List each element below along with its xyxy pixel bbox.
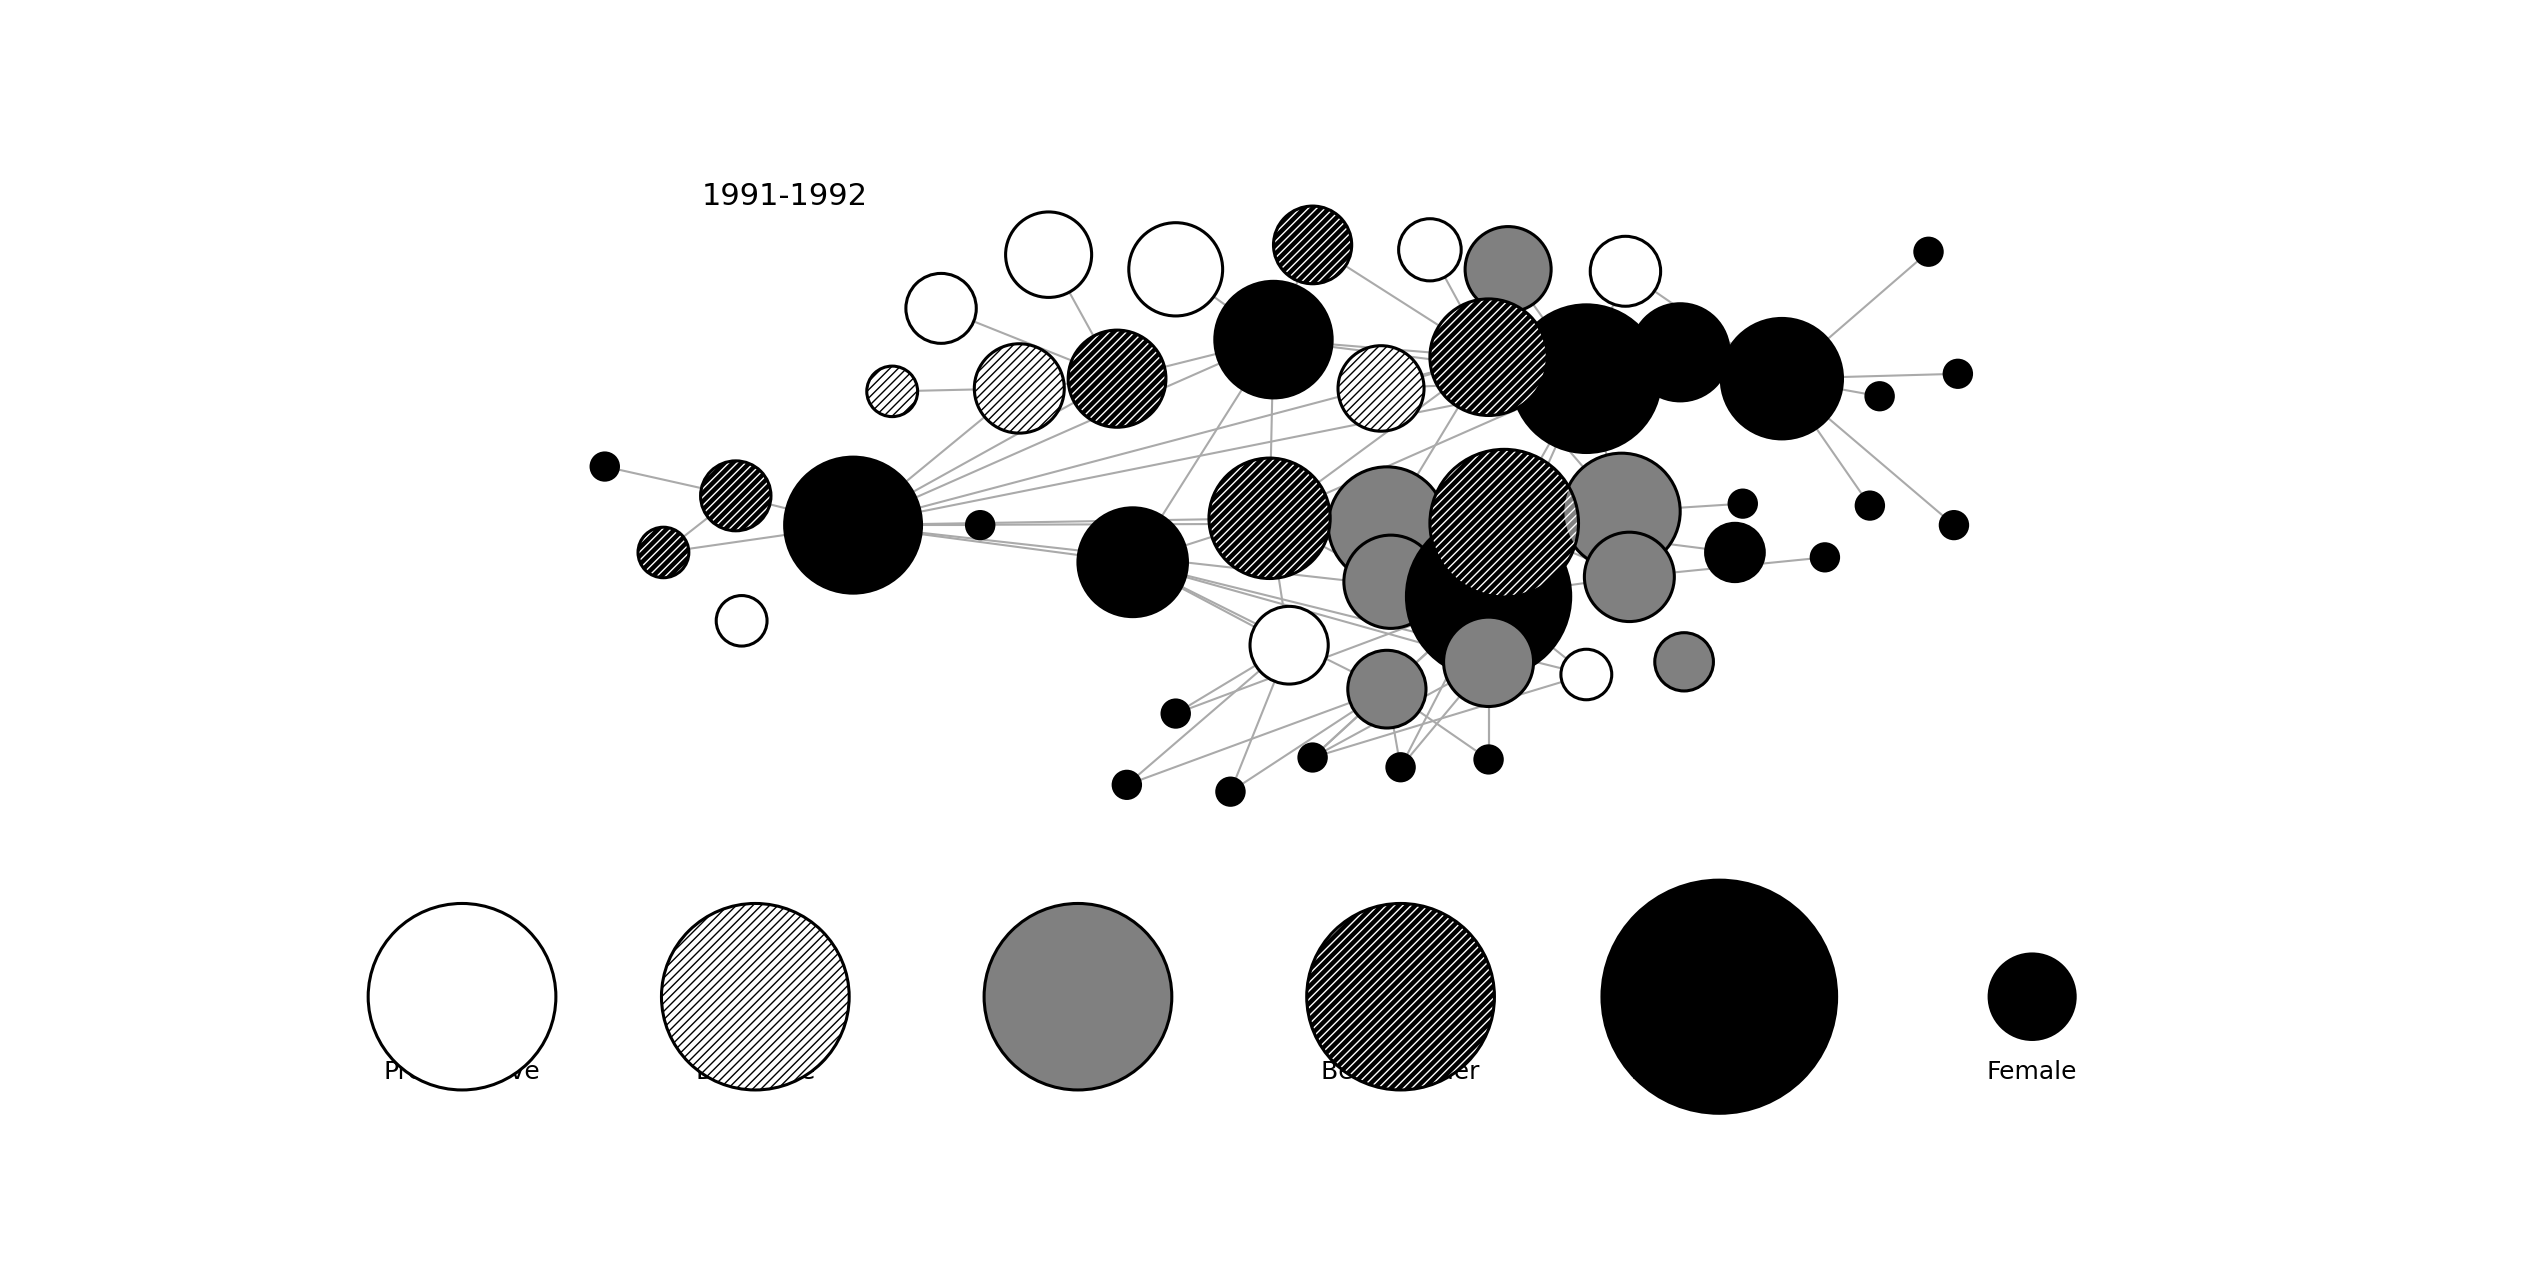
- Ellipse shape: [1163, 700, 1188, 727]
- Ellipse shape: [1589, 236, 1660, 307]
- Text: Female: Female: [1988, 1060, 2076, 1084]
- Ellipse shape: [590, 453, 618, 481]
- Ellipse shape: [1431, 449, 1579, 597]
- Ellipse shape: [1007, 212, 1092, 298]
- Ellipse shape: [1299, 744, 1327, 771]
- Ellipse shape: [1562, 453, 1680, 569]
- Ellipse shape: [661, 904, 850, 1090]
- Ellipse shape: [974, 344, 1065, 434]
- Ellipse shape: [1249, 606, 1327, 683]
- Ellipse shape: [1113, 771, 1140, 799]
- Ellipse shape: [1632, 304, 1728, 401]
- Ellipse shape: [1511, 304, 1660, 453]
- Ellipse shape: [906, 274, 976, 344]
- Ellipse shape: [1602, 880, 1837, 1113]
- Text: 1991-1992: 1991-1992: [701, 181, 868, 210]
- Text: Dancer: Dancer: [1032, 1060, 1123, 1084]
- Ellipse shape: [1337, 346, 1423, 431]
- Ellipse shape: [785, 458, 921, 593]
- Ellipse shape: [1655, 633, 1713, 691]
- Ellipse shape: [1812, 544, 1839, 571]
- Ellipse shape: [1274, 207, 1352, 284]
- Ellipse shape: [966, 511, 994, 539]
- Ellipse shape: [1706, 524, 1764, 582]
- Ellipse shape: [701, 460, 772, 531]
- Ellipse shape: [1216, 281, 1332, 398]
- Text: Definitive: Definitive: [696, 1060, 815, 1084]
- Text: Predefinitive: Predefinitive: [383, 1060, 540, 1084]
- Ellipse shape: [1405, 515, 1572, 678]
- Ellipse shape: [1067, 330, 1166, 427]
- Ellipse shape: [1562, 649, 1612, 700]
- Ellipse shape: [1857, 492, 1885, 519]
- Ellipse shape: [1945, 360, 1970, 388]
- Ellipse shape: [1431, 299, 1547, 416]
- Ellipse shape: [1307, 904, 1494, 1090]
- Ellipse shape: [1388, 753, 1415, 781]
- Ellipse shape: [1584, 533, 1675, 621]
- Ellipse shape: [1728, 489, 1756, 517]
- Ellipse shape: [1345, 535, 1438, 629]
- Ellipse shape: [717, 596, 767, 647]
- Ellipse shape: [1398, 218, 1461, 281]
- Ellipse shape: [1077, 508, 1188, 616]
- Ellipse shape: [1347, 650, 1425, 728]
- Ellipse shape: [1721, 318, 1842, 439]
- Ellipse shape: [1988, 954, 2076, 1040]
- Ellipse shape: [868, 366, 918, 417]
- Ellipse shape: [1476, 746, 1501, 773]
- Ellipse shape: [638, 527, 689, 578]
- Text: Alpha partner: Alpha partner: [1632, 1060, 1806, 1084]
- Ellipse shape: [1209, 458, 1330, 578]
- Ellipse shape: [1915, 238, 1943, 265]
- Ellipse shape: [1128, 223, 1224, 316]
- Text: Beta partner: Beta partner: [1322, 1060, 1481, 1084]
- Ellipse shape: [1940, 511, 1968, 539]
- Ellipse shape: [1327, 467, 1446, 583]
- Ellipse shape: [1867, 383, 1892, 410]
- Ellipse shape: [368, 904, 555, 1090]
- Ellipse shape: [1466, 227, 1552, 312]
- Ellipse shape: [1216, 779, 1244, 805]
- Ellipse shape: [984, 904, 1171, 1090]
- Ellipse shape: [1443, 618, 1534, 706]
